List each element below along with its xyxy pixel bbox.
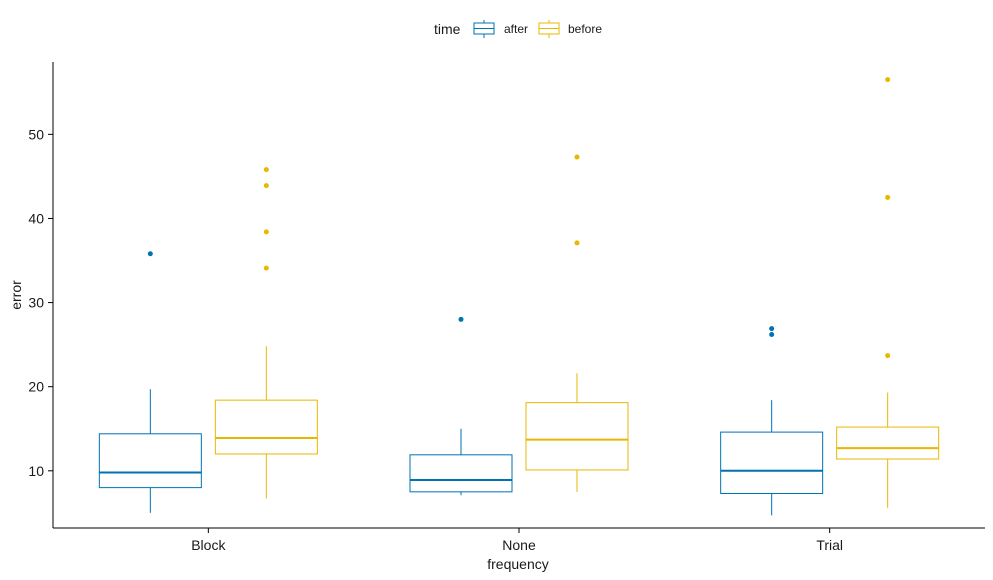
legend: time after before	[434, 20, 602, 38]
y-tick-label: 40	[28, 210, 44, 226]
outlier-point	[574, 154, 580, 160]
legend-entry-after: after	[473, 20, 528, 38]
outlier-point	[147, 251, 153, 257]
outlier-point	[263, 167, 269, 173]
outlier-point	[263, 229, 269, 235]
x-axis-title: frequency	[487, 556, 548, 572]
outlier-point	[885, 194, 891, 200]
outlier-point	[263, 265, 269, 271]
box-after-trial	[720, 326, 824, 516]
legend-label: before	[568, 22, 602, 36]
box-iqr	[98, 433, 202, 489]
outlier-point	[574, 240, 580, 246]
box-iqr	[525, 402, 629, 471]
box-after-block	[98, 251, 202, 513]
y-tick-label: 30	[28, 295, 44, 311]
y-tick-label: 20	[28, 379, 44, 395]
y-tick-label: 10	[28, 463, 44, 479]
box-iqr	[409, 454, 513, 493]
plot-area: 10 20 30 40 50 Block None Trial	[28, 62, 985, 553]
x-tick-label: None	[502, 537, 536, 553]
box-before-block	[214, 167, 318, 499]
outlier-point	[885, 353, 891, 359]
legend-entry-before: before	[538, 20, 602, 38]
legend-title: time	[434, 21, 461, 37]
outlier-point	[458, 316, 464, 322]
outlier-point	[769, 326, 775, 332]
box-iqr	[214, 399, 318, 455]
box-iqr	[720, 431, 824, 495]
y-tick-label: 50	[28, 126, 44, 142]
box-iqr	[836, 426, 940, 460]
outlier-point	[769, 332, 775, 338]
outlier-point	[263, 183, 269, 189]
box-before-none	[525, 154, 629, 492]
outlier-point	[885, 77, 891, 83]
x-tick-label: Block	[191, 537, 226, 553]
y-axis-title: error	[8, 280, 24, 310]
box-after-none	[409, 316, 513, 496]
x-tick-label: Trial	[816, 537, 843, 553]
legend-label: after	[504, 22, 528, 36]
box-before-trial	[836, 77, 940, 508]
